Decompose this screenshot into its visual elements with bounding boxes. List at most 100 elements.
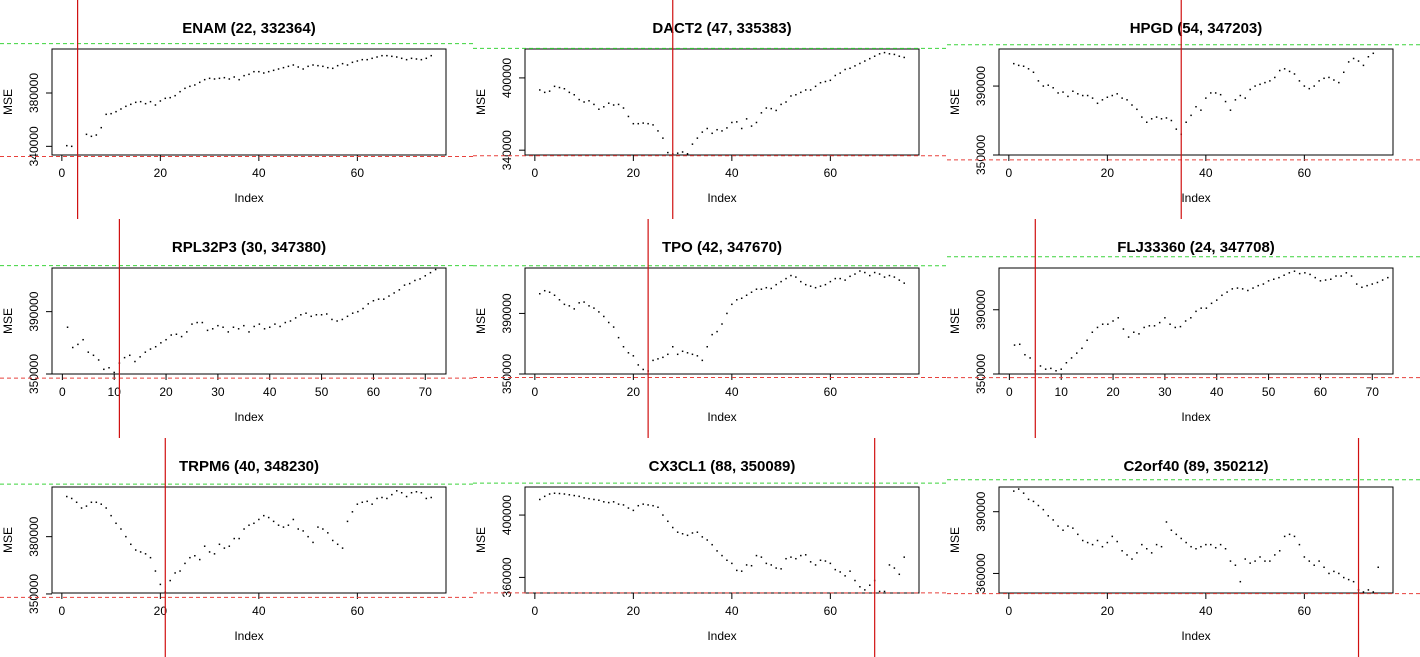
data-point <box>1239 94 1242 97</box>
data-point <box>667 353 669 356</box>
data-point <box>1347 578 1350 581</box>
data-point <box>331 67 334 70</box>
data-point <box>1324 279 1327 281</box>
data-point <box>627 352 630 354</box>
data-point <box>1267 280 1270 282</box>
data-point <box>203 545 206 547</box>
data-point <box>372 299 375 302</box>
panel-title: HPGD (54, 347203) <box>1130 20 1263 37</box>
data-point <box>681 533 684 535</box>
data-point <box>750 125 753 127</box>
data-point <box>253 522 255 525</box>
data-point <box>834 277 837 280</box>
data-point <box>1318 80 1320 82</box>
data-point <box>381 54 383 57</box>
panel-2: DACT2 (47, 335383) 0 20 40 60 340000 400000 Ind… <box>473 0 946 219</box>
data-point <box>351 511 354 513</box>
data-point <box>736 299 738 301</box>
data-point <box>1027 498 1030 501</box>
x-tick-label: 0 <box>59 604 66 618</box>
data-point <box>1195 547 1197 550</box>
data-point <box>1060 368 1062 370</box>
data-point <box>66 144 68 147</box>
data-point <box>1328 76 1330 79</box>
data-point <box>1127 336 1130 338</box>
data-point <box>1195 310 1197 313</box>
data-point <box>1345 272 1348 274</box>
data-point <box>103 368 105 371</box>
data-point <box>696 137 699 139</box>
data-point <box>154 570 157 572</box>
panel-title: ENAM (22, 332364) <box>182 20 315 37</box>
data-point <box>105 113 107 116</box>
data-point <box>607 501 610 504</box>
panel-title: DACT2 (47, 335383) <box>652 20 791 37</box>
data-point <box>405 495 408 498</box>
data-point <box>750 564 753 567</box>
data-point <box>1116 540 1118 543</box>
x-axis-label: Index <box>234 410 263 424</box>
data-point <box>194 555 196 557</box>
data-point <box>134 549 137 551</box>
data-point <box>553 85 556 88</box>
data-point <box>237 328 240 330</box>
data-point <box>1136 108 1138 111</box>
data-point <box>1013 490 1015 492</box>
data-point <box>1150 552 1153 554</box>
data-point <box>1067 95 1069 98</box>
x-tick-label: 10 <box>108 385 122 399</box>
data-point <box>203 78 206 81</box>
y-axis-label: MSE <box>474 89 488 115</box>
data-point <box>711 132 713 135</box>
data-point <box>1328 572 1330 575</box>
x-axis-label: Index <box>234 191 263 205</box>
data-point <box>267 516 270 519</box>
data-point <box>642 122 644 124</box>
data-point <box>790 274 792 277</box>
data-point <box>1042 85 1045 87</box>
data-point <box>1101 99 1104 101</box>
y-tick-label: 380000 <box>27 73 41 113</box>
y-axis-label: MSE <box>948 527 962 553</box>
data-point <box>1091 543 1094 546</box>
data-point <box>1126 99 1128 101</box>
data-point <box>873 55 876 57</box>
data-point <box>760 288 763 290</box>
data-point <box>228 78 231 80</box>
data-point <box>327 66 329 69</box>
x-tick-label: 50 <box>315 385 329 399</box>
data-point <box>878 590 881 593</box>
data-point <box>1303 556 1306 558</box>
data-point <box>1352 580 1355 583</box>
data-point <box>430 496 432 499</box>
x-tick-label: 50 <box>1262 385 1276 399</box>
data-point <box>1219 543 1222 546</box>
data-point <box>336 320 338 322</box>
data-point <box>563 88 566 90</box>
data-point <box>414 279 416 282</box>
x-tick-label: 20 <box>1101 604 1115 618</box>
data-point <box>1111 94 1114 97</box>
data-point <box>1340 275 1342 277</box>
data-point <box>1117 317 1119 319</box>
data-point <box>1283 68 1286 70</box>
data-point <box>1259 556 1261 558</box>
x-axis-label: Index <box>707 410 736 424</box>
data-point <box>1150 118 1153 120</box>
data-point <box>100 503 102 505</box>
data-point <box>174 94 176 97</box>
data-point <box>351 312 354 314</box>
data-point <box>819 559 822 562</box>
y-tick-label: 340000 <box>500 130 514 170</box>
data-point <box>243 324 245 327</box>
data-point <box>201 321 204 324</box>
data-point <box>110 514 112 517</box>
data-point <box>66 326 69 328</box>
data-point <box>731 303 733 306</box>
data-point <box>1039 365 1042 367</box>
data-point <box>361 58 364 61</box>
data-point <box>1355 283 1358 285</box>
data-point <box>184 87 186 90</box>
data-point <box>75 501 78 504</box>
data-point <box>1350 275 1353 277</box>
